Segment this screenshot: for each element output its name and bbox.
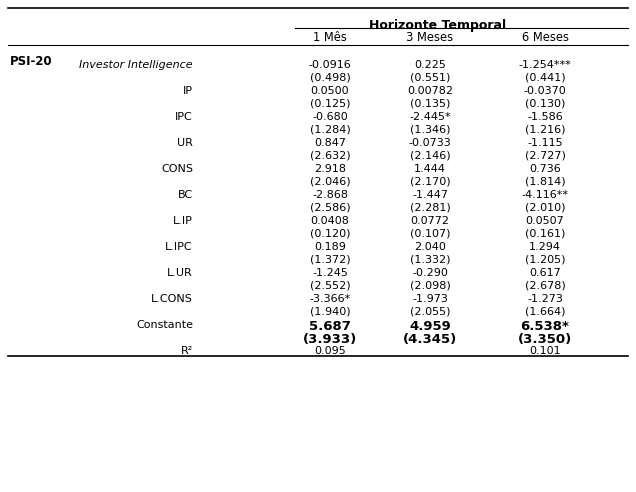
Text: (3.933): (3.933) <box>303 333 357 346</box>
Text: (1.216): (1.216) <box>525 125 565 135</box>
Text: (0.120): (0.120) <box>310 229 350 239</box>
Text: -4.116**: -4.116** <box>522 190 569 200</box>
Text: 0.0507: 0.0507 <box>525 216 564 226</box>
Text: (2.678): (2.678) <box>525 281 565 291</box>
Text: 6 Meses: 6 Meses <box>522 31 569 44</box>
Text: Investor Intelligence: Investor Intelligence <box>80 60 193 70</box>
Text: L.IPC: L.IPC <box>165 242 193 252</box>
Text: (1.346): (1.346) <box>410 125 450 135</box>
Text: 4.959: 4.959 <box>409 320 451 333</box>
Text: (0.135): (0.135) <box>410 99 450 109</box>
Text: (1.205): (1.205) <box>525 255 565 265</box>
Text: R²: R² <box>181 346 193 356</box>
Text: UR: UR <box>177 138 193 148</box>
Text: IPC: IPC <box>176 112 193 122</box>
Text: (2.098): (2.098) <box>410 281 450 291</box>
Text: Horizonte Temporal: Horizonte Temporal <box>369 19 506 32</box>
Text: (2.046): (2.046) <box>310 177 350 187</box>
Text: BC: BC <box>178 190 193 200</box>
Text: -1.447: -1.447 <box>412 190 448 200</box>
Text: (0.551): (0.551) <box>410 73 450 83</box>
Text: (2.586): (2.586) <box>310 203 350 213</box>
Text: 0.101: 0.101 <box>529 346 561 356</box>
Text: -0.0733: -0.0733 <box>408 138 452 148</box>
Text: (0.441): (0.441) <box>525 73 565 83</box>
Text: 2.918: 2.918 <box>314 164 346 174</box>
Text: 1 Mês: 1 Mês <box>313 31 347 44</box>
Text: -1.973: -1.973 <box>412 294 448 304</box>
Text: 6.538*: 6.538* <box>520 320 569 333</box>
Text: 0.00782: 0.00782 <box>407 86 453 96</box>
Text: (4.345): (4.345) <box>403 333 457 346</box>
Text: (2.146): (2.146) <box>410 151 450 161</box>
Text: -0.680: -0.680 <box>312 112 348 122</box>
Text: (1.284): (1.284) <box>310 125 350 135</box>
Text: (2.055): (2.055) <box>410 307 450 317</box>
Text: 5.687: 5.687 <box>309 320 351 333</box>
Text: CONS: CONS <box>161 164 193 174</box>
Text: 3 Meses: 3 Meses <box>406 31 453 44</box>
Text: 0.095: 0.095 <box>314 346 346 356</box>
Text: -0.0916: -0.0916 <box>308 60 351 70</box>
Text: L.IP: L.IP <box>173 216 193 226</box>
Text: (0.161): (0.161) <box>525 229 565 239</box>
Text: (1.940): (1.940) <box>310 307 350 317</box>
Text: (0.130): (0.130) <box>525 99 565 109</box>
Text: L.CONS: L.CONS <box>151 294 193 304</box>
Text: (1.372): (1.372) <box>310 255 350 265</box>
Text: 0.225: 0.225 <box>414 60 446 70</box>
Text: -1.273: -1.273 <box>527 294 563 304</box>
Text: 0.736: 0.736 <box>529 164 561 174</box>
Text: 2.040: 2.040 <box>414 242 446 252</box>
Text: (0.125): (0.125) <box>310 99 350 109</box>
Text: 0.0500: 0.0500 <box>311 86 349 96</box>
Text: -1.115: -1.115 <box>527 138 563 148</box>
Text: L.UR: L.UR <box>167 268 193 278</box>
Text: 1.444: 1.444 <box>414 164 446 174</box>
Text: -0.290: -0.290 <box>412 268 448 278</box>
Text: (2.727): (2.727) <box>525 151 565 161</box>
Text: (3.350): (3.350) <box>518 333 572 346</box>
Text: -2.868: -2.868 <box>312 190 348 200</box>
Text: 0.617: 0.617 <box>529 268 561 278</box>
Text: 0.847: 0.847 <box>314 138 346 148</box>
Text: 0.0408: 0.0408 <box>310 216 349 226</box>
Text: (0.107): (0.107) <box>410 229 450 239</box>
Text: -1.254***: -1.254*** <box>518 60 571 70</box>
Text: (2.281): (2.281) <box>410 203 450 213</box>
Text: -1.586: -1.586 <box>527 112 563 122</box>
Text: (2.552): (2.552) <box>310 281 350 291</box>
Text: -1.245: -1.245 <box>312 268 348 278</box>
Text: -2.445*: -2.445* <box>409 112 451 122</box>
Text: Constante: Constante <box>136 320 193 330</box>
Text: PSI-20: PSI-20 <box>10 55 53 68</box>
Text: (1.814): (1.814) <box>525 177 565 187</box>
Text: (1.332): (1.332) <box>410 255 450 265</box>
Text: (2.010): (2.010) <box>525 203 565 213</box>
Text: -3.366*: -3.366* <box>309 294 350 304</box>
Text: (2.632): (2.632) <box>310 151 350 161</box>
Text: -0.0370: -0.0370 <box>523 86 567 96</box>
Text: 0.0772: 0.0772 <box>410 216 450 226</box>
Text: (2.170): (2.170) <box>410 177 450 187</box>
Text: 1.294: 1.294 <box>529 242 561 252</box>
Text: (1.664): (1.664) <box>525 307 565 317</box>
Text: (0.498): (0.498) <box>310 73 350 83</box>
Text: 0.189: 0.189 <box>314 242 346 252</box>
Text: IP: IP <box>183 86 193 96</box>
